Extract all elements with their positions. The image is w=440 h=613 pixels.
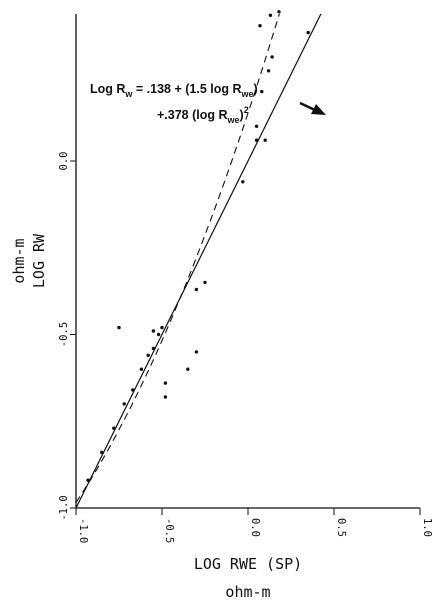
data-point bbox=[194, 287, 199, 292]
data-points bbox=[86, 10, 310, 482]
data-point bbox=[156, 332, 161, 337]
data-point bbox=[263, 138, 267, 142]
x-axis-title: LOG RWE (SP) bbox=[194, 555, 302, 573]
data-point bbox=[254, 124, 259, 128]
data-point bbox=[270, 55, 274, 59]
data-point bbox=[266, 69, 271, 73]
y-axis-title: LOG RW bbox=[30, 233, 48, 288]
data-point bbox=[163, 381, 168, 385]
y-axis-unit: ohm-m bbox=[10, 238, 28, 283]
x-tick-label: -0.5 bbox=[163, 518, 175, 543]
data-point bbox=[122, 402, 126, 406]
data-point bbox=[260, 89, 264, 94]
data-point bbox=[186, 367, 190, 371]
x-tick-label: 0.5 bbox=[335, 518, 347, 537]
x-tick-label: -1.0 bbox=[77, 518, 89, 543]
data-point bbox=[139, 367, 144, 371]
data-point bbox=[151, 346, 156, 351]
equation-line-2: +.378 (log Rwe)2 bbox=[157, 105, 249, 125]
data-point bbox=[146, 353, 150, 357]
data-point bbox=[254, 138, 259, 142]
equation-arrow bbox=[299, 101, 326, 115]
data-point bbox=[117, 325, 121, 330]
fit-lines bbox=[76, 14, 322, 508]
axis-ticks: -1.0-0.50.00.51.0-1.0-0.50.00.51.0 bbox=[58, 152, 433, 544]
data-point bbox=[100, 450, 104, 455]
regression-curve bbox=[76, 14, 280, 503]
x-axis-unit: ohm-m bbox=[225, 583, 270, 601]
data-point bbox=[241, 180, 245, 184]
data-point bbox=[277, 10, 281, 14]
data-point bbox=[131, 388, 135, 392]
data-point bbox=[86, 478, 90, 482]
data-point bbox=[112, 426, 116, 430]
data-point bbox=[268, 13, 273, 17]
x-tick-label: 0.0 bbox=[249, 518, 261, 537]
y-tick-label: 0.0 bbox=[58, 152, 70, 171]
equation-line-1: Log Rw = .138 + (1.5 log Rwe) bbox=[90, 82, 258, 99]
data-point bbox=[306, 30, 310, 35]
y-tick-label: -1.0 bbox=[58, 495, 70, 520]
data-point bbox=[160, 325, 164, 330]
data-point bbox=[258, 24, 262, 28]
data-point bbox=[203, 280, 207, 285]
y-tick-label: -0.5 bbox=[58, 322, 70, 347]
data-point bbox=[163, 395, 168, 399]
data-point bbox=[194, 350, 199, 354]
x-tick-label: 1.0 bbox=[421, 518, 433, 537]
one-to-one-line bbox=[76, 14, 322, 508]
data-point bbox=[151, 329, 156, 333]
